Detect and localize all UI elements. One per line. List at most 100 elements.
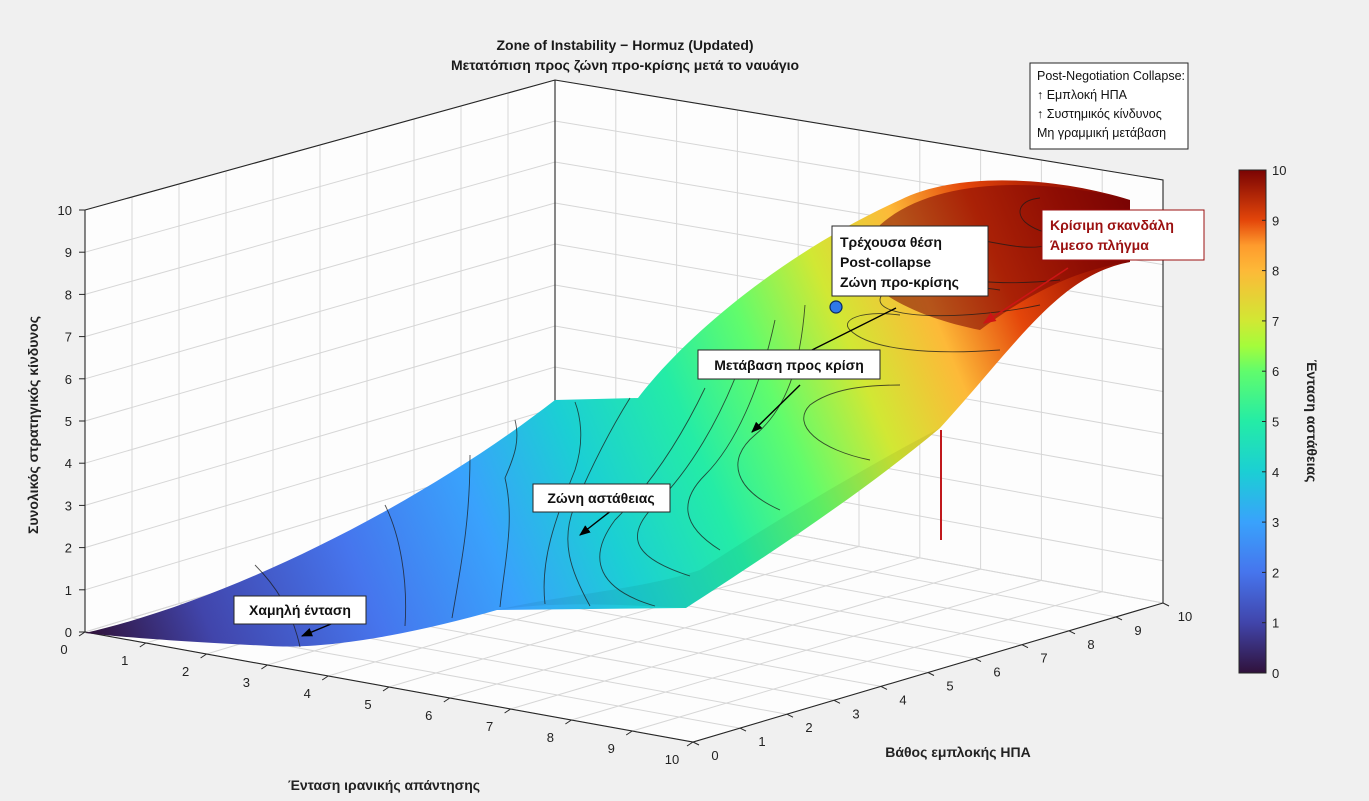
x-tick-label: 5	[364, 697, 371, 712]
surface-contour-lines	[254, 197, 1111, 648]
x-axis-label: Ένταση ιρανικής απάντησης	[288, 777, 480, 793]
chart-title: Zone of Instability − Hormuz (Updated)	[496, 37, 753, 53]
y-tick-label: 0	[711, 748, 718, 763]
colorbar-tick-label: 2	[1272, 565, 1279, 580]
svg-text:Τρέχουσα θέση: Τρέχουσα θέση	[840, 234, 942, 250]
x-tick-mark	[686, 741, 694, 747]
z-tick-label: 2	[65, 541, 72, 556]
x-tick-mark	[200, 653, 207, 659]
colorbar-tick-label: 10	[1272, 163, 1286, 178]
x-tick-mark	[261, 664, 268, 670]
annotation-low-tension: Χαμηλή ένταση	[233, 595, 367, 625]
colorbar	[1238, 169, 1267, 674]
colorbar-tick-label: 9	[1272, 213, 1279, 228]
y-tick-mark	[833, 699, 841, 704]
x-tick-label: 10	[665, 752, 679, 767]
colorbar-tick-label: 3	[1272, 515, 1279, 530]
y-tick-mark	[927, 672, 935, 676]
annotation-critical-trigger: Κρίσιμη σκανδάλη Άμεσο πλήγμα	[1041, 209, 1205, 261]
current-position-point[interactable]	[829, 300, 843, 314]
svg-text:Ζώνη προ-κρίσης: Ζώνη προ-κρίσης	[840, 274, 959, 290]
risk-surface	[85, 180, 1130, 647]
annotation-instability-zone: Ζώνη αστάθειας	[532, 483, 671, 513]
surface-shading	[497, 428, 940, 610]
annotation-transition: Μετάβαση προς κρίση	[697, 349, 881, 380]
x-tick-label: 8	[547, 730, 554, 745]
x-tick-mark	[504, 708, 511, 714]
x-tick-label: 0	[60, 642, 67, 657]
svg-text:Άμεσο πλήγμα: Άμεσο πλήγμα	[1050, 237, 1149, 253]
z-tick-label: 7	[65, 330, 72, 345]
z-tick-label: 6	[65, 372, 72, 387]
arrow-transition	[751, 384, 801, 433]
x-tick-mark	[139, 642, 147, 648]
y-tick-mark	[880, 685, 888, 690]
colorbar-tick-label: 8	[1272, 264, 1279, 279]
z-tick-label: 5	[65, 414, 72, 429]
y-tick-mark	[692, 741, 700, 746]
svg-text:Post-collapse: Post-collapse	[840, 254, 931, 270]
z-tick-label: 4	[65, 456, 72, 471]
y-tick-label: 5	[946, 679, 953, 694]
legend-line-2: ↑ Εμπλοκή ΗΠΑ	[1037, 88, 1128, 102]
y-axis-label: Βάθος εμπλοκής ΗΠΑ	[885, 744, 1030, 760]
svg-text:Κρίσιμη σκανδάλη: Κρίσιμη σκανδάλη	[1050, 217, 1174, 233]
y-tick-label: 10	[1178, 609, 1192, 624]
svg-text:Χαμηλή ένταση: Χαμηλή ένταση	[249, 602, 351, 618]
y-tick-mark	[1115, 616, 1123, 621]
x-tick-mark	[443, 697, 451, 703]
x-tick-label: 4	[304, 686, 311, 701]
chart-subtitle: Μετατόπιση προς ζώνη προ-κρίσης μετά το …	[451, 57, 799, 73]
y-tick-mark	[974, 658, 982, 663]
x-tick-mark	[625, 730, 633, 736]
x-tick-mark	[321, 675, 329, 681]
y-tick-label: 3	[852, 706, 859, 721]
axis-ticks: 0 1 2 3 4 5 6 7 8 9 10 0 1 2 3 4 5 6 7 8 9 10 0 1 2 3 4 5 6 7 8 9 10	[58, 203, 1193, 767]
y-tick-label: 1	[758, 734, 765, 749]
colorbar-label: Ένταση αστάθειας	[1304, 360, 1320, 483]
z-tick-label: 0	[65, 625, 72, 640]
z-tick-label: 3	[65, 498, 72, 513]
colorbar-ticks: 0 1 2 3 4 5 6 7 8 9 10	[1262, 163, 1286, 681]
z-tick-label: 10	[58, 203, 72, 218]
y-tick-label: 8	[1087, 637, 1094, 652]
y-tick-label: 4	[899, 692, 906, 707]
svg-text:Ζώνη αστάθειας: Ζώνη αστάθειας	[547, 490, 654, 506]
annotation-current-position: Τρέχουσα θέση Post-collapse Ζώνη προ-κρί…	[831, 225, 989, 297]
colorbar-tick-label: 7	[1272, 314, 1279, 329]
x-tick-label: 7	[486, 719, 493, 734]
svg-text:Μετάβαση προς κρίση: Μετάβαση προς κρίση	[714, 357, 864, 373]
y-tick-mark	[1162, 602, 1170, 607]
y-tick-mark	[786, 713, 794, 718]
colorbar-tick-label: 0	[1272, 666, 1279, 681]
x-tick-mark	[382, 686, 390, 692]
z-tick-label: 1	[65, 583, 72, 598]
z-tick-label: 8	[65, 287, 72, 302]
y-tick-mark	[1021, 644, 1029, 649]
colorbar-tick-label: 4	[1272, 465, 1279, 480]
arrow-critical-trigger	[982, 267, 1069, 324]
x-tick-label: 6	[425, 708, 432, 723]
x-tick-label: 3	[243, 675, 250, 690]
y-tick-label: 9	[1134, 623, 1141, 638]
legend-box: Post-Negotiation Collapse: ↑ Εμπλοκή ΗΠΑ…	[1029, 62, 1189, 150]
colorbar-tick-label: 6	[1272, 364, 1279, 379]
x-tick-label: 9	[608, 741, 615, 756]
x-tick-mark	[565, 719, 572, 725]
z-tick-label: 9	[65, 245, 72, 260]
colorbar-tick-label: 1	[1272, 616, 1279, 631]
y-tick-mark	[739, 727, 747, 732]
x-tick-label: 2	[182, 664, 189, 679]
z-axis-label: Συνολικός στρατηγικός κίνδυνος	[25, 316, 41, 534]
y-tick-label: 2	[805, 720, 812, 735]
colorbar-tick-label: 5	[1272, 415, 1279, 430]
y-tick-label: 7	[1040, 651, 1047, 666]
y-tick-mark	[1068, 630, 1076, 635]
x-tick-label: 1	[121, 653, 128, 668]
x-tick-mark	[78, 631, 86, 637]
legend-line-4: Μη γραμμική μετάβαση	[1037, 126, 1166, 140]
legend-line-1: Post-Negotiation Collapse:	[1037, 69, 1185, 83]
legend-line-3: ↑ Συστημικός κίνδυνος	[1037, 107, 1162, 121]
y-tick-label: 6	[993, 665, 1000, 680]
